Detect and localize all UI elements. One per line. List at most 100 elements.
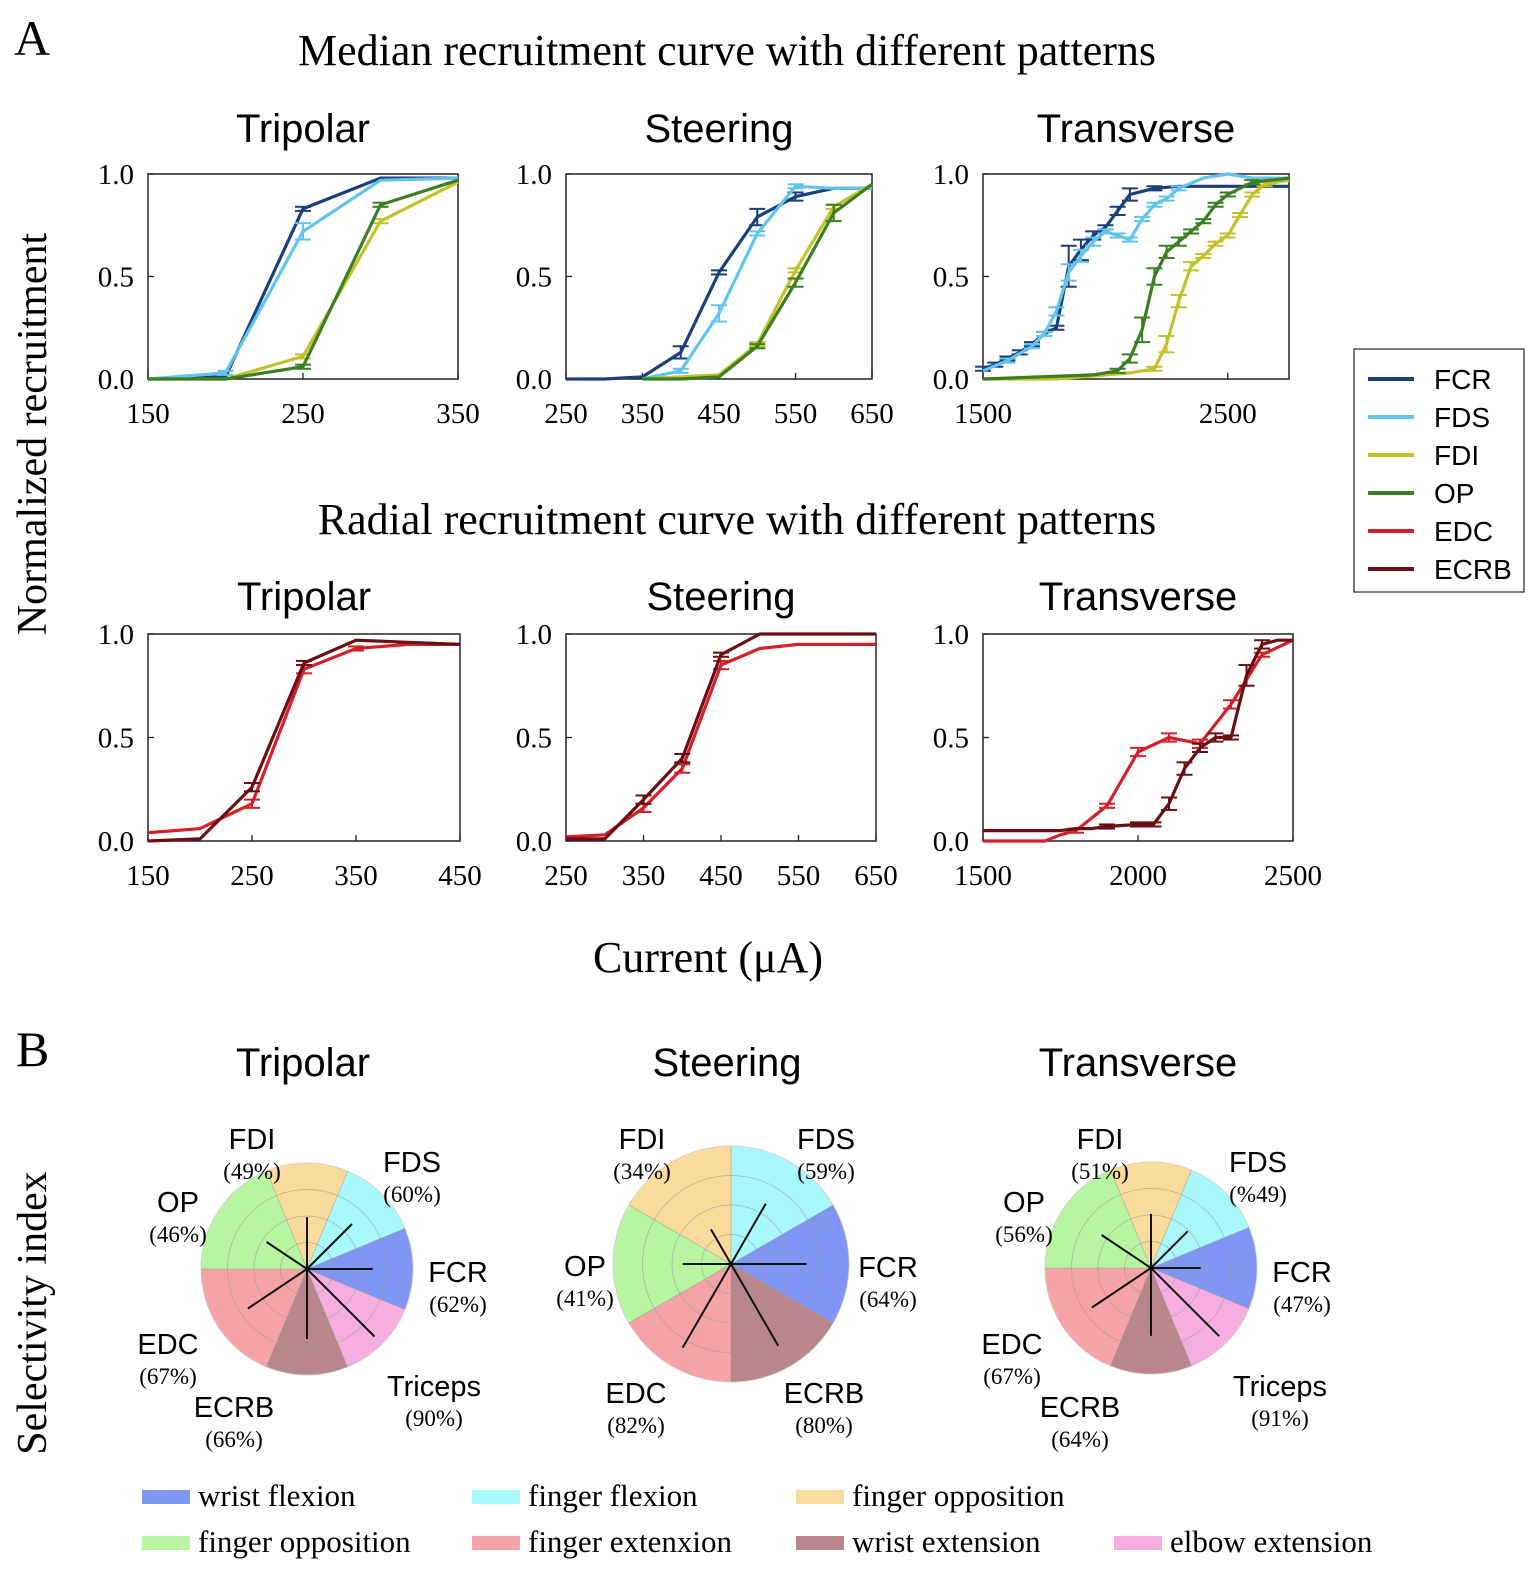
pie-transverse-label-name-fds: FDS [1229,1147,1287,1179]
chart-median-steering-errorbar-fds [672,367,689,374]
pie-steering-slice-fdi [628,1146,731,1264]
pie-steering-label-fdi: FDI (34%) [613,1124,670,1184]
chart-median-tripolar-title: Tripolar [236,107,370,151]
pie-transverse-label-name-ecrb: ECRB [1040,1392,1121,1424]
chart-median-transverse-errorbar-fdi [1146,365,1163,372]
legend-item-edc: EDC [1368,516,1493,547]
pie-tripolar-grid-spoke [266,1170,308,1270]
chart-radial-transverse-errorbar-ecrb [1161,796,1177,811]
chart-median-transverse-errorbar-fdi [1244,191,1261,198]
pie-transverse-label-op: OP (56%) [995,1187,1052,1247]
chart-radial-steering: Steering 0.0 0.5 1.0 250 350 450 550 650 [516,575,898,892]
pie-steering-label-fds: FDS (59%) [797,1124,855,1184]
chart-median-transverse-xtick-label: 2500 [1199,398,1257,430]
chart-median-tripolar-series-fds [147,176,459,381]
pie-tripolar-label-value-fds: (60%) [383,1182,440,1207]
pie-transverse-label-name-fdi: FDI [1077,1124,1124,1156]
pie-tripolar-label-op: OP (46%) [149,1187,206,1247]
pie-transverse-label-name-fcr: FCR [1272,1257,1332,1289]
pie-tripolar-grid-spoke [306,1170,348,1270]
chart-median-transverse-errorbar-fdi [1207,240,1224,247]
pie-steering-label-name-fds: FDS [797,1124,855,1156]
chart-radial-tripolar-errorbar-edc [244,798,260,809]
chart-median-tripolar-xtick-label: 350 [436,398,480,430]
pie-transverse-label-value-edc: (67%) [983,1364,1040,1389]
chart-median-transverse-errorbar-fcr [1109,205,1126,216]
pie-steering-slice-fds [731,1146,834,1264]
panel-a-label: A [14,10,50,66]
chart-median-transverse-errorbar-fds [999,357,1016,364]
function-legend-item-elbow-extension: elbow extension [1114,1524,1373,1559]
chart-radial-tripolar-ytick-label: 1.0 [98,619,134,651]
chart-radial-transverse-ytick-label: 1.0 [933,619,969,651]
pie-steering-grid-spoke [730,1204,834,1265]
chart-radial-tripolar-xtick-label: 250 [230,860,274,892]
pie-transverse-label-name-edc: EDC [981,1329,1042,1361]
function-legend-label: finger flexion [528,1478,698,1513]
pie-transverse: Transverse FCR (47%) FDS (%49) FDI (51%) OP (56%… [981,1041,1331,1452]
chart-median-transverse-errorbar-fdi [1183,261,1200,272]
pie-tripolar-label-name-fcr: FCR [428,1257,488,1289]
pie-tripolar-slice-op [201,1171,307,1269]
chart-radial-transverse-errorbar-edc [1161,732,1177,743]
pie-transverse-label-value-triceps: (91%) [1251,1406,1308,1431]
chart-radial-steering-errorbar-ecrb [674,753,691,764]
chart-radial-tripolar-xtick-label: 450 [438,860,482,892]
function-legend-swatch [796,1490,844,1504]
chart-radial-steering-title: Steering [647,575,796,619]
chart-median-tripolar-ytick-label: 1.0 [98,159,134,191]
chart-median-transverse-series-fds [982,172,1289,373]
chart-radial-tripolar-ytick-label: 0.0 [98,826,134,858]
chart-median-steering-errorbar-op [825,203,842,223]
chart-radial-transverse-errorbar-ecrb [1145,821,1162,828]
chart-median-transverse-ytick-label: 0.5 [933,262,969,294]
chart-median-steering-xtick-label: 250 [544,398,588,430]
function-legend-label: wrist flexion [198,1478,356,1513]
pie-tripolar-label-value-edc: (67%) [139,1364,196,1389]
pie-steering-label-name-ecrb: ECRB [784,1378,865,1410]
pie-transverse-grid-spoke [1110,1267,1152,1367]
chart-median-transverse-title: Transverse [1037,107,1236,151]
pie-transverse-label-fds: FDS (%49) [1229,1147,1287,1207]
pie-tripolar-label-value-fcr: (62%) [429,1292,486,1317]
chart-radial-tripolar-series-edc [147,642,460,835]
pie-transverse-needle-triceps [1150,1267,1220,1337]
pie-steering-label-fcr: FCR (64%) [858,1252,918,1312]
chart-radial-steering-series-edc [565,642,876,839]
pie-tripolar-grid-spoke [306,1268,348,1368]
legend-item-op: OP [1368,478,1474,509]
pie-steering-needle-fds [730,1203,767,1265]
x-axis-label-a: Current (μA) [593,933,823,982]
chart-median-transverse-errorbar-fdi [1195,252,1212,260]
chart-radial-transverse-ytick-label: 0.5 [933,723,969,755]
y-axis-label-b: Selectivity index [10,1171,56,1454]
chart-median-transverse-errorbar-op [1121,353,1138,364]
pie-tripolar-label-name-fds: FDS [383,1147,441,1179]
pie-transverse-grid-spoke [1150,1169,1192,1269]
chart-radial-transverse-errorbar-ecrb [1099,823,1115,830]
pie-transverse-label-ecrb: ECRB (64%) [1040,1392,1121,1452]
chart-median-steering-xtick-label: 450 [697,398,741,430]
chart-radial-transverse-errorbar-ecrb [1130,821,1146,828]
chart-median-steering-errorbar-fcr [711,269,727,276]
pie-transverse-label-name-triceps: Triceps [1233,1371,1327,1403]
chart-radial-transverse-ytick-label: 0.0 [933,826,969,858]
selectivity-pies: Tripolar FCR (62%) FDS (60%) FDI (49%) OP (46%) E… [137,1041,1331,1452]
y-axis-label-a: Normalized recruitment [10,233,56,636]
chart-median-transverse-errorbar-fdi [1158,334,1175,354]
function-legend-item-wrist-flexion: wrist flexion [142,1478,356,1513]
pie-transverse-grid-spoke [1110,1169,1152,1269]
chart-radial-steering-xtick-label: 550 [777,860,821,892]
pie-tripolar-title: Tripolar [236,1041,370,1085]
pie-transverse-label-name-op: OP [1003,1187,1045,1219]
legend-label-fdi: FDI [1434,440,1479,471]
chart-median-transverse-ytick-label: 1.0 [933,159,969,191]
chart-median-steering-title: Steering [645,107,794,151]
chart-median-tripolar-errorbar-op [372,201,389,208]
function-legend-label: finger opposition [198,1524,411,1559]
chart-radial-steering-ytick-label: 1.0 [516,619,552,651]
chart-median-steering-series-fds [642,183,872,381]
chart-radial-steering-ytick-label: 0.5 [516,723,552,755]
chart-median-transverse-errorbar-fcr [1048,324,1065,331]
